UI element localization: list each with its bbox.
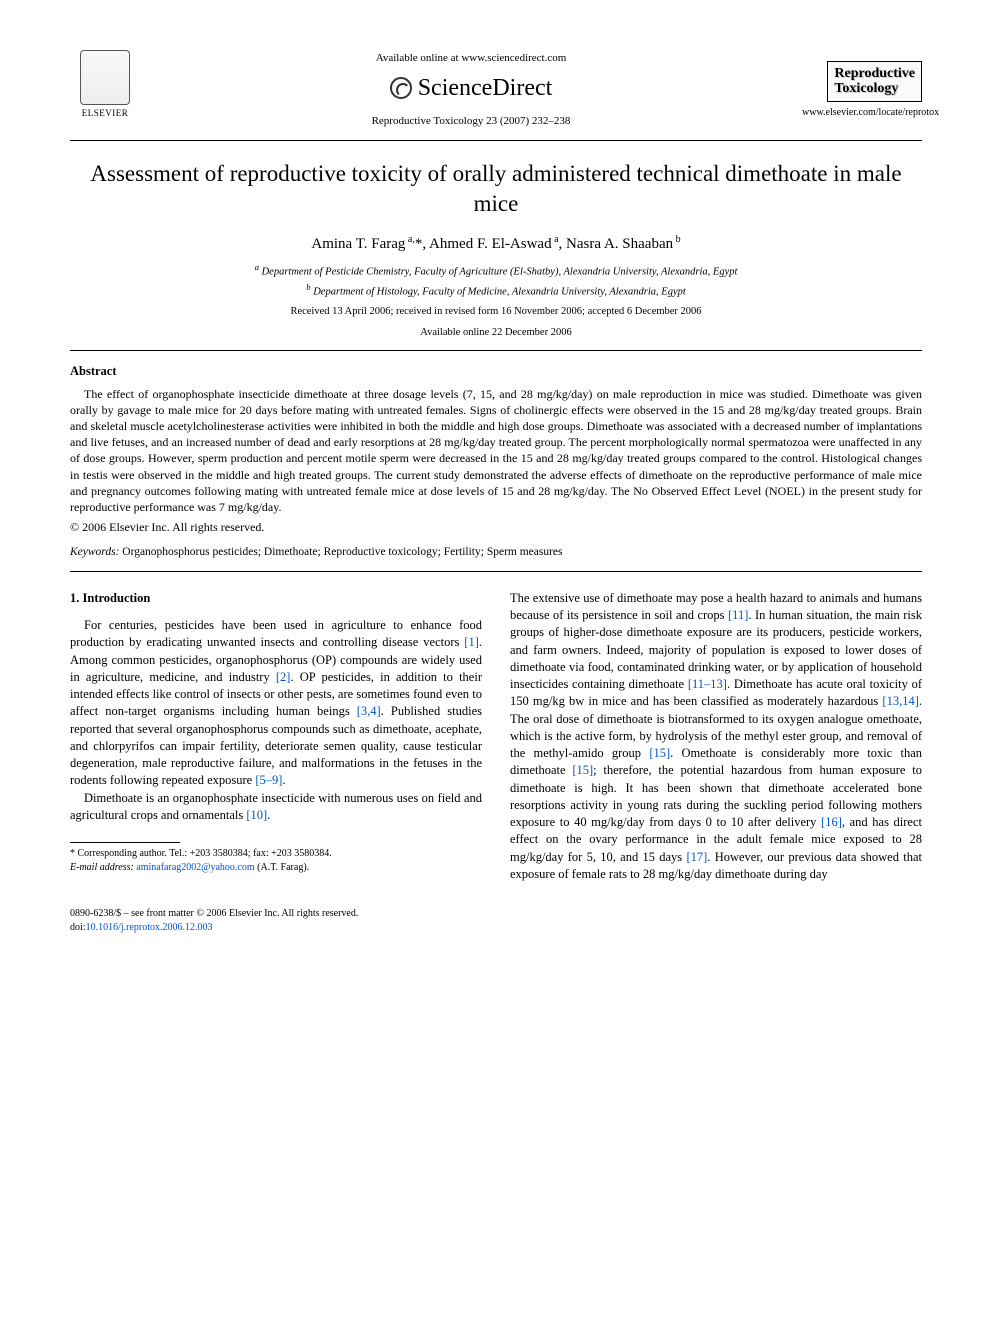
journal-name-line2: Toxicology [834, 81, 915, 96]
sciencedirect-logo: ScienceDirect [140, 72, 802, 104]
elsevier-logo: ELSEVIER [70, 50, 140, 130]
rule-top [70, 140, 922, 141]
author-1-affil: a, [405, 234, 414, 245]
journal-reference: Reproductive Toxicology 23 (2007) 232–23… [140, 114, 802, 129]
center-header: Available online at www.sciencedirect.co… [140, 51, 802, 129]
cite-15a[interactable]: [15] [649, 746, 670, 760]
column-right: The extensive use of dimethoate may pose… [510, 590, 922, 883]
received-dates: Received 13 April 2006; received in revi… [70, 305, 922, 319]
author-3: Nasra A. Shaaban [566, 236, 673, 252]
footer-meta: 0890-6238/$ – see front matter © 2006 El… [70, 907, 922, 934]
author-3-affil: b [673, 234, 681, 245]
elsevier-label: ELSEVIER [82, 107, 129, 119]
footer-line1: 0890-6238/$ – see front matter © 2006 El… [70, 907, 922, 921]
intro-p1: For centuries, pesticides have been used… [70, 617, 482, 790]
sciencedirect-swoosh-icon [390, 77, 412, 99]
abstract: The effect of organophosphate insecticid… [70, 386, 922, 536]
journal-cover-box: Reproductive Toxicology [827, 61, 922, 102]
column-left: 1. Introduction For centuries, pesticide… [70, 590, 482, 883]
affiliation-a-text: Department of Pesticide Chemistry, Facul… [262, 267, 738, 278]
rule-after-keywords [70, 571, 922, 572]
elsevier-tree-icon [80, 50, 130, 105]
intro-p2-b: . [267, 808, 270, 822]
rule-after-dates [70, 350, 922, 351]
affiliation-a: a Department of Pesticide Chemistry, Fac… [70, 262, 922, 280]
cite-11-13[interactable]: [11–13] [688, 677, 727, 691]
cite-5-9[interactable]: [5–9] [255, 773, 282, 787]
cite-15b[interactable]: [15] [572, 763, 593, 777]
footer-doi-line: doi:10.1016/j.reprotox.2006.12.003 [70, 921, 922, 935]
affiliation-b-text: Department of Histology, Faculty of Medi… [313, 286, 686, 297]
abstract-body: The effect of organophosphate insecticid… [70, 386, 922, 516]
email-address[interactable]: aminafarag2002@yahoo.com [136, 862, 254, 873]
journal-name-line1: Reproductive [834, 66, 915, 81]
cite-16[interactable]: [16] [821, 815, 842, 829]
affiliation-b: b Department of Histology, Faculty of Me… [70, 282, 922, 300]
keywords-text: Organophosphorus pesticides; Dimethoate;… [122, 546, 562, 558]
author-2: Ahmed F. El-Aswad [429, 236, 552, 252]
keywords-label: Keywords: [70, 546, 119, 558]
doi-link[interactable]: 10.1016/j.reprotox.2006.12.003 [86, 922, 213, 933]
email-line: E-mail address: aminafarag2002@yahoo.com… [70, 861, 482, 875]
doi-label: doi: [70, 922, 86, 933]
cite-2[interactable]: [2] [276, 670, 291, 684]
cite-3-4[interactable]: [3,4] [357, 704, 381, 718]
intro-p1-a: For centuries, pesticides have been used… [70, 618, 482, 649]
online-date: Available online 22 December 2006 [70, 326, 922, 340]
copyright: © 2006 Elsevier Inc. All rights reserved… [70, 519, 922, 535]
section-1-heading: 1. Introduction [70, 590, 482, 607]
corr-author-line: * Corresponding author. Tel.: +203 35803… [70, 847, 482, 861]
keywords-row: Keywords: Organophosphorus pesticides; D… [70, 545, 922, 561]
author-2-affil: a [552, 234, 559, 245]
authors: Amina T. Farag a,*, Ahmed F. El-Aswad a,… [70, 233, 922, 254]
body-columns: 1. Introduction For centuries, pesticide… [70, 590, 922, 883]
intro-p2-a: Dimethoate is an organophosphate insecti… [70, 791, 482, 822]
corresponding-star: * [415, 236, 423, 252]
abstract-heading: Abstract [70, 363, 922, 380]
available-online-line: Available online at www.sciencedirect.co… [140, 51, 802, 66]
intro-p2: Dimethoate is an organophosphate insecti… [70, 790, 482, 825]
footnote-separator [70, 842, 180, 843]
sciencedirect-text: ScienceDirect [418, 72, 553, 104]
cite-17[interactable]: [17] [686, 850, 707, 864]
email-label: E-mail address: [70, 862, 134, 873]
cite-1[interactable]: [1] [464, 635, 479, 649]
journal-cover: Reproductive Toxicology www.elsevier.com… [802, 61, 922, 119]
journal-url: www.elsevier.com/locate/reprotox [802, 106, 922, 120]
page-header: ELSEVIER Available online at www.science… [70, 50, 922, 130]
corresponding-footnote: * Corresponding author. Tel.: +203 35803… [70, 847, 482, 874]
email-tail: (A.T. Farag). [257, 862, 309, 873]
cite-13-14[interactable]: [13,14] [882, 694, 918, 708]
cite-10[interactable]: [10] [246, 808, 267, 822]
intro-col2: The extensive use of dimethoate may pose… [510, 590, 922, 883]
author-1: Amina T. Farag [311, 236, 405, 252]
cite-11[interactable]: [11] [728, 608, 748, 622]
article-title: Assessment of reproductive toxicity of o… [70, 159, 922, 219]
intro-p1-e: . [282, 773, 285, 787]
